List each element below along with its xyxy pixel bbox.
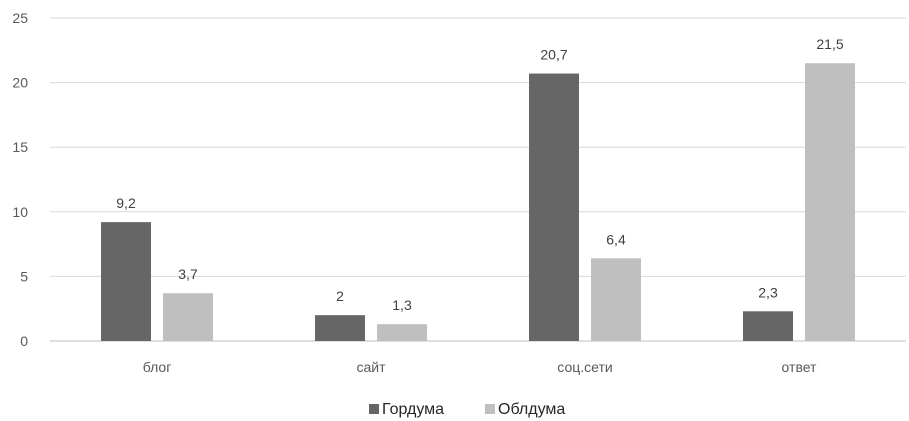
y-tick-label: 20 — [12, 75, 28, 91]
bar — [377, 324, 427, 341]
data-labels: 9,2 3,7 2 1,3 20,7 6,4 2,3 21,5 — [116, 36, 844, 313]
category-label: ответ — [782, 359, 817, 375]
data-label: 6,4 — [606, 231, 626, 247]
y-axis-tick-labels: 0 5 10 15 20 25 — [12, 10, 28, 349]
data-label: 20,7 — [540, 47, 567, 63]
data-label: 2,3 — [758, 284, 778, 300]
data-label: 2 — [336, 288, 344, 304]
bar — [743, 311, 793, 341]
bar — [101, 222, 151, 341]
data-label: 3,7 — [178, 266, 198, 282]
legend: Гордума Облдума — [369, 401, 565, 418]
x-axis-category-labels: блог сайт соц.сети ответ — [143, 359, 817, 375]
data-label: 1,3 — [392, 297, 412, 313]
y-tick-label: 15 — [12, 139, 28, 155]
category-label: блог — [143, 359, 172, 375]
bar — [163, 293, 213, 341]
category-label: сайт — [356, 359, 386, 375]
data-label: 21,5 — [816, 36, 843, 52]
bar — [591, 258, 641, 341]
data-label: 9,2 — [116, 195, 136, 211]
bar — [805, 63, 855, 341]
bar — [529, 73, 579, 341]
legend-swatch-obolduma — [485, 404, 495, 414]
y-tick-label: 10 — [12, 204, 28, 220]
y-tick-label: 0 — [20, 333, 28, 349]
legend-label-oblduma: Облдума — [498, 401, 565, 418]
y-tick-label: 25 — [12, 10, 28, 26]
legend-label-gorduma: Гордума — [382, 401, 444, 418]
bar — [315, 315, 365, 341]
category-label: соц.сети — [557, 359, 612, 375]
legend-swatch-gordumа — [369, 404, 379, 414]
bars — [101, 63, 855, 341]
y-tick-label: 5 — [20, 268, 28, 284]
